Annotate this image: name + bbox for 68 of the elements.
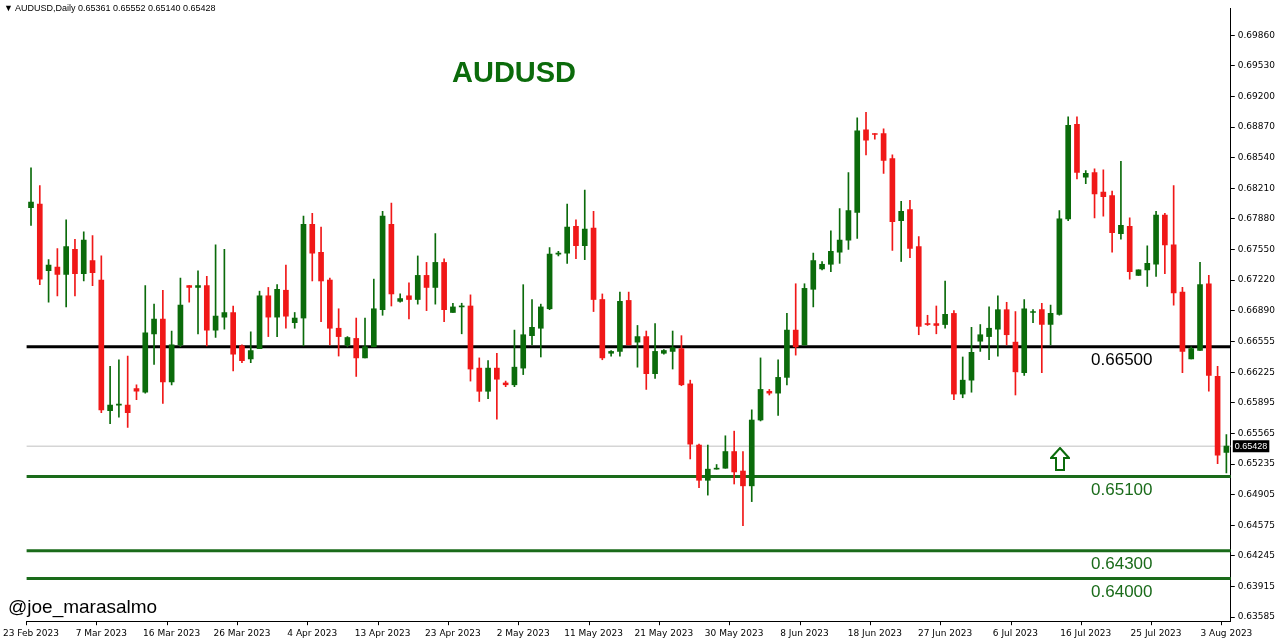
candlestick [792, 283, 799, 356]
candlestick [1118, 161, 1124, 240]
candlestick [28, 167, 34, 226]
candlestick [581, 189, 588, 260]
candlestick [107, 365, 113, 425]
y-tick-label: 0.66555 [1237, 336, 1275, 347]
x-tick-label: 13 Apr 2023 [354, 627, 411, 638]
x-tick-label: 26 Mar 2023 [213, 627, 271, 638]
y-tick-label: 0.65565 [1237, 427, 1275, 438]
x-tick-label: 21 May 2023 [634, 627, 694, 638]
ref-line-label: 0.65428 [1234, 440, 1268, 451]
candlestick [704, 444, 711, 496]
y-tick-label: 0.67550 [1237, 243, 1276, 254]
x-tick-label: 23 Apr 2023 [425, 627, 481, 638]
candlestick [740, 451, 746, 527]
candlestick [1030, 309, 1036, 324]
candlestick [151, 303, 157, 365]
candlestick [1038, 302, 1045, 374]
candlestick [863, 111, 869, 156]
y-tick-label: 0.64245 [1237, 550, 1275, 561]
y-tick-label: 0.68540 [1237, 152, 1276, 162]
y-tick-label: 0.68870 [1237, 121, 1276, 132]
x-tick-label: 8 Jun 2023 [780, 627, 829, 638]
ref-line-label: 0.65100 [1091, 479, 1153, 499]
x-tick-label: 7 Mar 2023 [75, 627, 127, 638]
x-tick-label: 16 Mar 2023 [143, 627, 201, 638]
y-tick-label: 0.64575 [1237, 519, 1275, 530]
candlestick [529, 299, 535, 346]
x-tick-label: 2 May 2023 [496, 627, 550, 638]
x-tick-label: 4 Apr 2023 [287, 627, 338, 638]
candlestick [1144, 245, 1151, 287]
y-tick-label: 0.69200 [1237, 90, 1276, 101]
ref-line-label: 0.66500 [1091, 349, 1153, 369]
y-tick-label: 0.64905 [1237, 489, 1275, 499]
candlestick [116, 359, 122, 418]
y-tick-label: 0.63915 [1237, 580, 1275, 591]
candlestick [494, 352, 500, 420]
y-tick-label: 0.67880 [1237, 213, 1276, 224]
x-tick-label: 3 Aug 2023 [1200, 627, 1253, 638]
x-tick-label: 6 Jul 2023 [992, 627, 1039, 638]
y-tick-label: 0.66890 [1237, 304, 1276, 315]
x-tick-label: 16 Jul 2023 [1060, 627, 1112, 638]
ref-line-label: 0.64300 [1091, 553, 1153, 573]
candlestick [406, 282, 412, 320]
candlestick [124, 355, 131, 428]
y-tick-label: 0.68210 [1237, 182, 1276, 193]
candlestick [195, 270, 201, 335]
candlestick [986, 306, 992, 361]
y-tick-label: 0.66225 [1237, 366, 1275, 377]
chart-subtitle: ▼ AUDUSD,Daily 0.65361 0.65552 0.65140 0.65428 [4, 3, 216, 13]
x-tick-label: 11 May 2023 [564, 627, 623, 638]
y-tick-label: 0.63585 [1237, 611, 1275, 622]
x-tick-label: 27 Jun 2023 [918, 627, 973, 638]
x-tick-label: 18 Jun 2023 [847, 627, 902, 638]
candlestick [186, 285, 193, 303]
x-tick-label: 30 May 2023 [704, 627, 764, 638]
y-tick-label: 0.69860 [1237, 29, 1276, 40]
text: AUDUSD [452, 56, 577, 89]
y-tick-label: 0.65895 [1237, 397, 1275, 408]
x-tick-label: 25 Jul 2023 [1130, 627, 1182, 638]
y-tick-label: 0.69530 [1237, 60, 1276, 71]
candlestick [898, 200, 904, 262]
annotation: @joe_marasalmo [8, 596, 158, 618]
ref-line-label: 0.64000 [1091, 581, 1153, 601]
y-tick-label: 0.67220 [1237, 274, 1276, 285]
x-tick-label: 23 Feb 2023 [3, 627, 60, 638]
y-tick-label: 0.65235 [1237, 458, 1275, 469]
candlestick [942, 280, 948, 329]
